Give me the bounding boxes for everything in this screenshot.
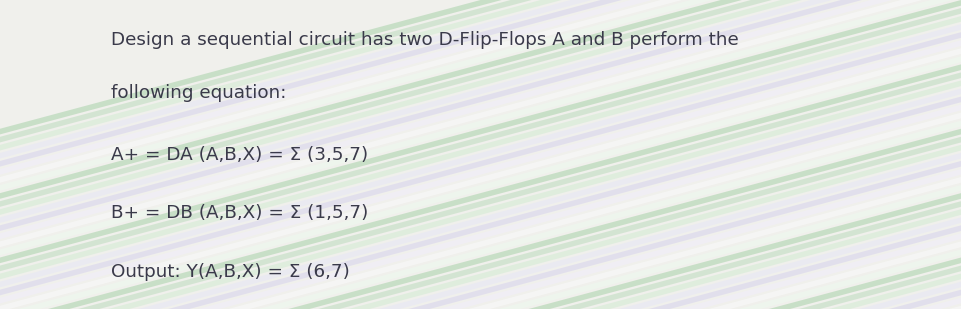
Polygon shape [649,0,961,309]
Polygon shape [229,0,961,309]
Polygon shape [0,0,923,309]
Polygon shape [259,0,961,309]
Polygon shape [0,0,862,309]
Polygon shape [799,0,961,309]
Text: Design a sequential circuit has two D-Flip-Flops A and B perform the: Design a sequential circuit has two D-Fl… [111,31,738,49]
Polygon shape [48,0,961,309]
Polygon shape [18,0,961,309]
Polygon shape [949,0,961,309]
Polygon shape [0,0,832,309]
Polygon shape [829,0,961,309]
Polygon shape [0,0,682,309]
Polygon shape [318,0,961,309]
Polygon shape [499,0,961,309]
Polygon shape [919,0,961,309]
Polygon shape [859,0,961,309]
Polygon shape [0,0,592,309]
Polygon shape [619,0,961,309]
Polygon shape [288,0,961,309]
Polygon shape [168,0,961,309]
Polygon shape [0,0,772,309]
Polygon shape [138,0,961,309]
Polygon shape [408,0,961,309]
Polygon shape [438,0,961,309]
Text: B+ = DB (A,B,X) = Σ (1,5,7): B+ = DB (A,B,X) = Σ (1,5,7) [111,204,368,222]
Polygon shape [589,0,961,309]
Text: following equation:: following equation: [111,84,285,102]
Polygon shape [379,0,961,309]
Polygon shape [678,0,961,309]
Polygon shape [529,0,961,309]
Polygon shape [0,0,742,309]
Polygon shape [0,0,531,309]
Polygon shape [109,0,961,309]
Polygon shape [739,0,961,309]
Polygon shape [198,0,961,309]
Polygon shape [78,0,961,309]
Polygon shape [558,0,961,309]
Polygon shape [469,0,961,309]
Polygon shape [0,0,652,309]
Polygon shape [349,0,961,309]
Polygon shape [709,0,961,309]
Polygon shape [0,0,892,309]
Text: Output: Y(A,B,X) = Σ (6,7): Output: Y(A,B,X) = Σ (6,7) [111,263,350,281]
Text: A+ = DA (A,B,X) = Σ (3,5,7): A+ = DA (A,B,X) = Σ (3,5,7) [111,146,368,163]
Polygon shape [0,0,562,309]
Polygon shape [769,0,961,309]
Polygon shape [0,0,802,309]
Polygon shape [0,0,502,309]
Polygon shape [0,0,712,309]
Polygon shape [889,0,961,309]
Polygon shape [0,0,622,309]
